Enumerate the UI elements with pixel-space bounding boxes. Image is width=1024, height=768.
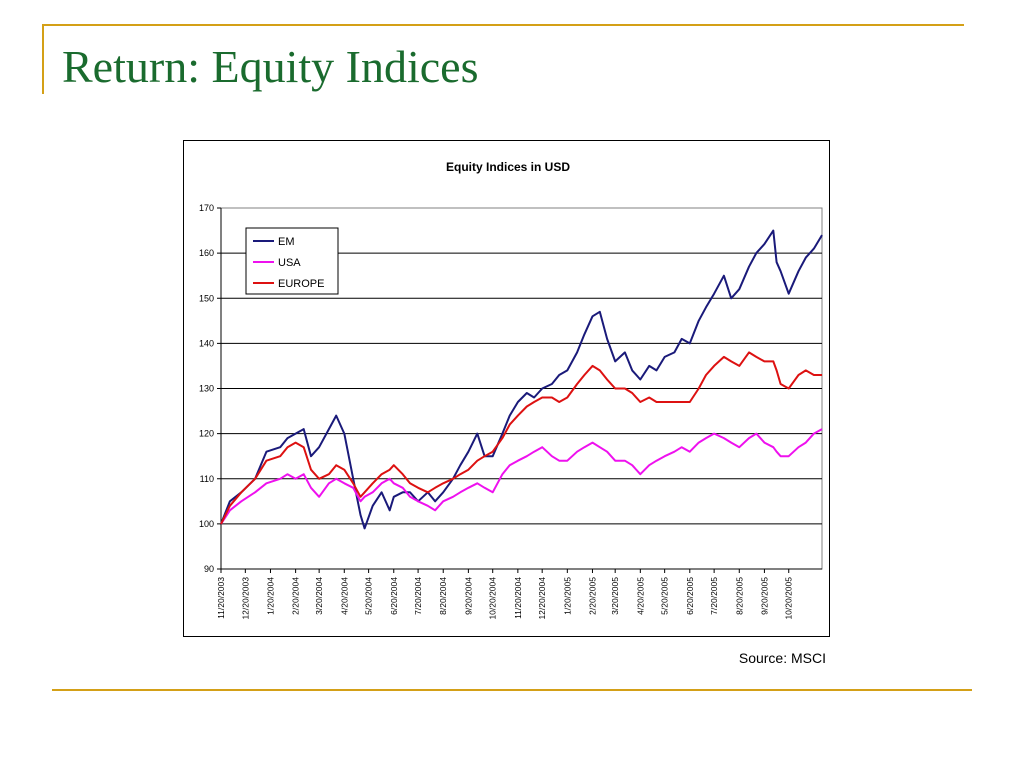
slide-title: Return: Equity Indices bbox=[62, 41, 479, 92]
y-tick-label-120: 120 bbox=[199, 429, 214, 439]
x-tick-label-12: 11/20/2004 bbox=[513, 577, 523, 619]
title-accent-vertical-rule bbox=[42, 24, 44, 94]
x-tick-label-2: 1/20/2004 bbox=[265, 577, 275, 615]
x-tick-label-4: 3/20/2004 bbox=[314, 577, 324, 615]
legend-label-europe: EUROPE bbox=[278, 278, 324, 290]
series-line-em bbox=[220, 229, 823, 530]
x-axis-ticks: 11/20/2003 12/20/2003 1/20/2004 2/20/2004 3/… bbox=[216, 568, 822, 620]
x-tick-label-15: 2/20/2005 bbox=[587, 577, 597, 615]
x-tick-label-22: 9/20/2005 bbox=[759, 577, 769, 615]
x-tick-label-14: 1/20/2005 bbox=[562, 577, 572, 615]
legend-label-em: EM bbox=[278, 236, 295, 248]
legend: EM USA EUROPE bbox=[245, 227, 339, 295]
y-tick-label-90: 90 bbox=[204, 564, 214, 574]
series-lines bbox=[220, 229, 823, 530]
source-note: Source: MSCI bbox=[738, 650, 826, 666]
x-tick-label-19: 6/20/2005 bbox=[685, 577, 695, 615]
x-tick-label-11: 10/20/2004 bbox=[488, 577, 498, 620]
x-tick-label-0: 11/20/2003 bbox=[216, 577, 226, 619]
equity-indices-line-chart: Equity Indices in USD 90 100 110 120 130 140 1… bbox=[199, 160, 823, 620]
footer-rule bbox=[52, 689, 972, 691]
x-tick-label-16: 3/20/2005 bbox=[610, 577, 620, 615]
x-tick-label-9: 8/20/2004 bbox=[438, 577, 448, 615]
x-tick-label-17: 4/20/2005 bbox=[635, 577, 645, 615]
x-tick-label-10: 9/20/2004 bbox=[463, 577, 473, 615]
x-tick-label-7: 6/20/2004 bbox=[389, 577, 399, 615]
x-tick-label-20: 7/20/2005 bbox=[709, 577, 719, 615]
x-tick-label-13: 12/20/2004 bbox=[537, 577, 547, 620]
y-tick-label-150: 150 bbox=[199, 293, 214, 303]
x-tick-label-6: 5/20/2004 bbox=[364, 577, 374, 615]
title-accent-horizontal-rule bbox=[42, 24, 964, 26]
series-line-europe bbox=[220, 351, 822, 525]
y-tick-label-130: 130 bbox=[199, 384, 214, 394]
x-tick-label-18: 5/20/2005 bbox=[660, 577, 670, 615]
x-tick-label-3: 2/20/2004 bbox=[291, 577, 301, 615]
y-axis-ticks: 90 100 110 120 130 140 150 160 170 bbox=[199, 203, 222, 574]
y-tick-label-140: 140 bbox=[199, 338, 214, 348]
chart-frame: Equity Indices in USD 90 100 110 120 130 140 1… bbox=[183, 140, 830, 637]
chart-title: Equity Indices in USD bbox=[446, 160, 570, 174]
y-tick-label-160: 160 bbox=[199, 248, 214, 258]
legend-label-usa: USA bbox=[278, 257, 301, 269]
x-tick-label-5: 4/20/2004 bbox=[339, 577, 349, 615]
x-tick-label-23: 10/20/2005 bbox=[784, 577, 794, 620]
series-line-usa bbox=[220, 428, 823, 525]
y-tick-label-170: 170 bbox=[199, 203, 214, 213]
x-tick-label-21: 8/20/2005 bbox=[734, 577, 744, 615]
x-tick-label-1: 12/20/2003 bbox=[240, 577, 250, 620]
x-tick-label-8: 7/20/2004 bbox=[413, 577, 423, 615]
y-tick-label-100: 100 bbox=[199, 519, 214, 529]
y-tick-label-110: 110 bbox=[200, 474, 214, 484]
